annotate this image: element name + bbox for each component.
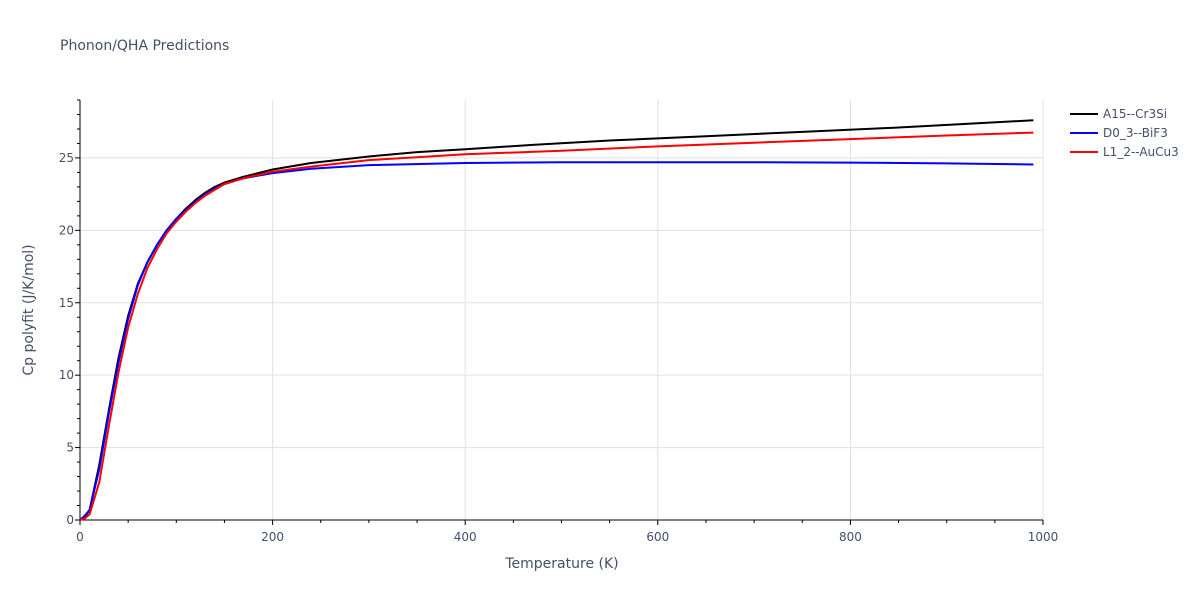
x-tick-label: 200 [261, 530, 284, 544]
x-axis-title: Temperature (K) [504, 556, 618, 572]
y-tick-label: 20 [59, 223, 74, 237]
series-line [79, 119, 1034, 521]
x-tick-label: 400 [454, 530, 477, 544]
legend-label: D0_3--BiF3 [1103, 126, 1168, 140]
legend-item[interactable]: L1_2--AuCu3 [1070, 145, 1179, 159]
axis-layer: 0 200 400 600 800 1000 0 5 10 15 20 25 [59, 99, 1059, 544]
x-tick-label: 0 [76, 530, 84, 544]
x-tick-label: 1000 [1028, 530, 1059, 544]
series-line [79, 131, 1034, 521]
y-tick-label: 10 [59, 368, 74, 382]
series-0 [79, 119, 1034, 521]
x-tick-label: 800 [839, 530, 862, 544]
chart-title: Phonon/QHA Predictions [60, 38, 229, 54]
x-tick-label: 600 [646, 530, 669, 544]
series-1 [79, 161, 1034, 521]
grid-layer [80, 100, 1044, 520]
y-axis-title: Cp polyfit (J/K/mol) [21, 244, 37, 375]
y-tick-label: 5 [66, 441, 74, 455]
y-tick-label: 15 [59, 296, 74, 310]
y-tick-label: 0 [66, 513, 74, 527]
legend-item[interactable]: D0_3--BiF3 [1070, 126, 1168, 140]
series-layer [79, 119, 1034, 521]
legend-label: A15--Cr3Si [1103, 107, 1167, 121]
series-line [79, 161, 1034, 521]
series-2 [79, 131, 1034, 521]
legend-label: L1_2--AuCu3 [1103, 145, 1179, 159]
legend: A15--Cr3Si D0_3--BiF3 L1_2--AuCu3 [1070, 107, 1179, 159]
legend-item[interactable]: A15--Cr3Si [1070, 107, 1167, 121]
y-tick-label: 25 [59, 151, 74, 165]
